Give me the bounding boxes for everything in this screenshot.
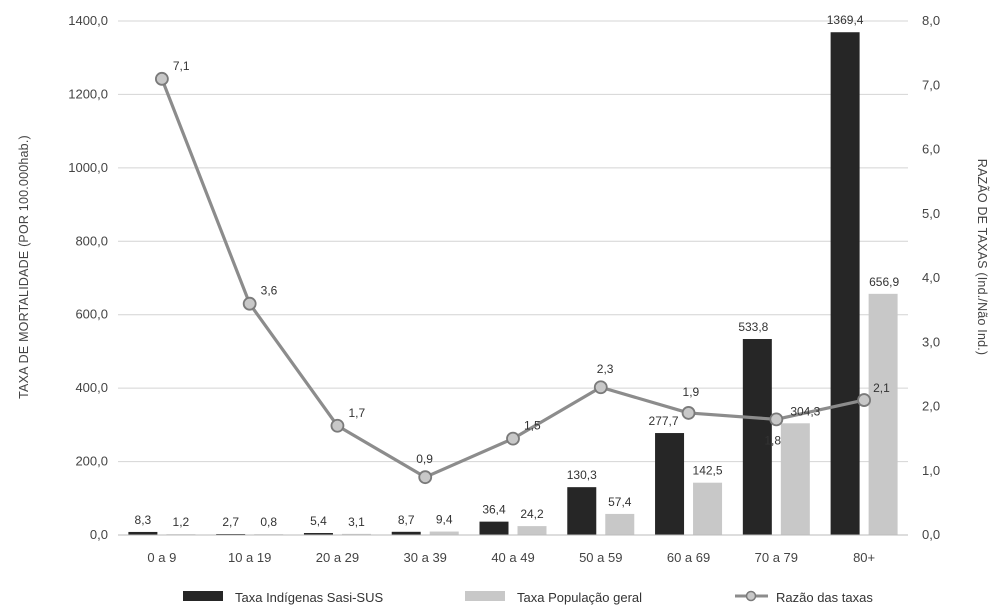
x-tick-label: 70 a 79 [755, 550, 798, 565]
x-tick-label: 50 a 59 [579, 550, 622, 565]
ratio-value-label: 1,7 [348, 406, 365, 420]
bar-general [517, 526, 547, 535]
legend-swatch-general [465, 591, 505, 601]
bar-indigenous [128, 531, 158, 535]
gridlines [118, 20, 908, 536]
ratio-point [418, 470, 433, 485]
y-tick-label: 400,0 [75, 380, 108, 395]
y-tick-label: 1000,0 [68, 160, 108, 175]
legend-swatch-indigenous [183, 591, 223, 601]
x-tick-label: 10 a 19 [228, 550, 271, 565]
y2-tick-label: 1,0 [922, 463, 940, 478]
ratio-value-label: 2,3 [597, 362, 614, 376]
y-tick-label: 1400,0 [68, 13, 108, 28]
y2-tick-label: 2,0 [922, 399, 940, 414]
ratio-value-label: 0,9 [416, 452, 433, 466]
ratio-point [769, 412, 784, 427]
y-tick-label: 800,0 [75, 233, 108, 248]
y2-tick-label: 5,0 [922, 206, 940, 221]
bar-general [341, 533, 371, 535]
y-tick-label: 600,0 [75, 307, 108, 322]
bar-general [780, 423, 810, 535]
bar-value-label: 36,4 [482, 503, 506, 517]
ratio-value-label: 1,8 [764, 433, 781, 447]
x-tick-label: 30 a 39 [404, 550, 447, 565]
y2-tick-label: 4,0 [922, 270, 940, 285]
ratio-point [242, 296, 257, 311]
bar-general [868, 293, 898, 535]
bar-value-label: 1369,4 [827, 13, 864, 27]
bar-value-label: 57,4 [608, 495, 632, 509]
y-tick-label: 1200,0 [68, 86, 108, 101]
bar-value-label: 142,5 [693, 464, 723, 478]
ratio-point [154, 71, 169, 86]
x-tick-label: 80+ [853, 550, 875, 565]
bar-value-label: 277,7 [649, 414, 679, 428]
ratio-polyline [160, 78, 865, 479]
y2-tick-label: 7,0 [922, 77, 940, 92]
legend-label-indigenous: Taxa Indígenas Sasi-SUS [235, 590, 383, 605]
ratio-point [681, 406, 696, 420]
bar-value-label: 5,4 [310, 514, 327, 528]
ratio-value-label: 7,1 [173, 59, 190, 73]
ratio-value-label: 3,6 [261, 284, 278, 298]
y2-tick-label: 8,0 [922, 13, 940, 28]
bar-indigenous [655, 433, 685, 535]
legend-marker-ratio [745, 590, 757, 602]
legend-label-general: Taxa População geral [517, 590, 642, 605]
ratio-value-label: 1,9 [683, 385, 700, 399]
bar-indigenous [391, 531, 421, 535]
axes: 0,0 200,0 400,0 600,0 800,0 1000,0 1200,0 1400,… [68, 13, 940, 565]
legend-label-ratio: Razão das taxas [776, 590, 873, 605]
bar-general [605, 513, 635, 535]
bar-value-label: 2,7 [222, 515, 239, 529]
ratio-value-label: 1,5 [524, 419, 541, 433]
legend: Taxa Indígenas Sasi-SUS Taxa População ge… [183, 590, 873, 605]
ratio-point [506, 431, 520, 446]
x-tick-label: 40 a 49 [491, 550, 534, 565]
bar-indigenous [303, 533, 333, 535]
ratio-line [154, 71, 872, 485]
bars [128, 32, 898, 536]
ratio-value-label: 2,1 [873, 381, 890, 395]
y2-tick-label: 6,0 [922, 142, 940, 157]
bar-general [693, 482, 723, 535]
ratio-point [593, 380, 608, 395]
bar-indigenous [479, 521, 509, 535]
x-tick-label: 20 a 29 [316, 550, 359, 565]
bar-value-label: 8,7 [398, 513, 415, 527]
bar-value-label: 656,9 [869, 275, 899, 289]
bar-value-label: 3,1 [348, 515, 365, 529]
bar-value-label: 24,2 [520, 507, 544, 521]
x-tick-label: 0 a 9 [147, 550, 176, 565]
bar-value-label: 8,3 [135, 513, 152, 527]
y-axis-title: TAXA DE MORTALIDADE (POR 100.000hab.) [17, 135, 31, 399]
bar-value-label: 304,3 [790, 404, 820, 418]
bar-indigenous [742, 339, 772, 535]
bar-value-label: 533,8 [738, 320, 768, 334]
bar-general [429, 531, 459, 535]
y-tick-label: 200,0 [75, 454, 108, 469]
bar-value-label: 130,3 [567, 468, 597, 482]
data-labels: 8,3 2,7 5,4 8,7 36,4 130,3 277,7 533,8 1369,4 1,2… [135, 13, 900, 529]
ratio-point [330, 418, 345, 433]
y2-axis-title: RAZÃO DE TAXAS (Ind./Não Ind.) [975, 159, 989, 356]
x-tick-label: 60 a 69 [667, 550, 710, 565]
bar-value-label: 1,2 [173, 515, 190, 529]
y2-tick-label: 3,0 [922, 334, 940, 349]
y-tick-label: 0,0 [90, 527, 108, 542]
bar-indigenous [567, 487, 597, 535]
bar-indigenous [830, 32, 860, 536]
ratio-point [857, 393, 872, 407]
bar-value-label: 0,8 [260, 515, 277, 529]
bar-value-label: 9,4 [436, 513, 453, 527]
y2-tick-label: 0,0 [922, 527, 940, 542]
